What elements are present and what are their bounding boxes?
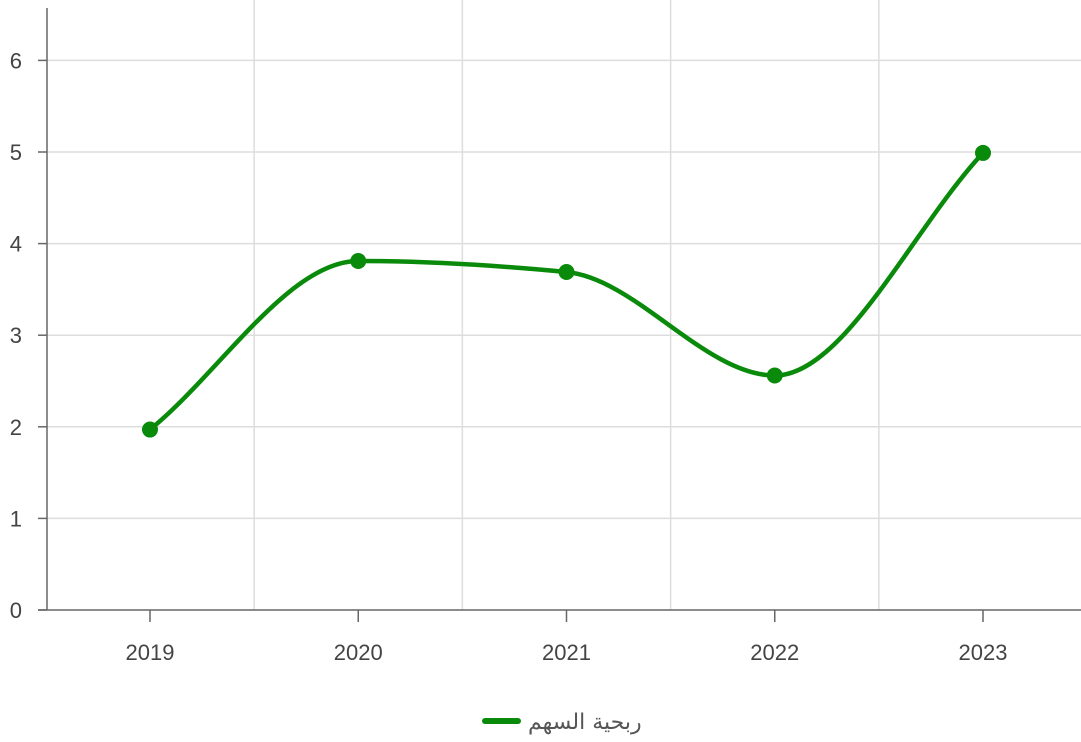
legend[interactable]: ربحية السهم [482,710,642,735]
x-tick-label: 2020 [334,640,383,665]
y-tick-label: 5 [10,140,22,165]
data-point-2019[interactable] [142,421,158,438]
data-point-2020[interactable] [350,253,367,270]
y-tick-label: 1 [10,506,22,531]
y-tick-label: 3 [10,323,22,348]
axes [38,8,1081,611]
y-axis-ticks: 0 1 2 3 4 5 6 [10,48,47,623]
y-tick-label: 6 [10,48,22,73]
x-tick-label: 2021 [542,640,591,665]
data-point-2021[interactable] [558,263,575,280]
y-tick-label: 2 [10,415,22,440]
x-tick-label: 2023 [959,640,1008,665]
series-layer [142,144,991,438]
legend-label: ربحية السهم [528,710,642,735]
data-point-2023[interactable] [975,144,991,161]
series-line [147,150,986,432]
grid-lines [47,0,1081,610]
y-tick-label: 4 [10,232,22,257]
x-tick-label: 2019 [126,640,175,665]
y-tick-label: 0 [10,598,22,623]
x-tick-label: 2022 [750,640,799,665]
data-point-2022[interactable] [766,367,783,384]
x-axis-ticks: 2019 2020 2021 2022 2023 [126,610,1008,665]
